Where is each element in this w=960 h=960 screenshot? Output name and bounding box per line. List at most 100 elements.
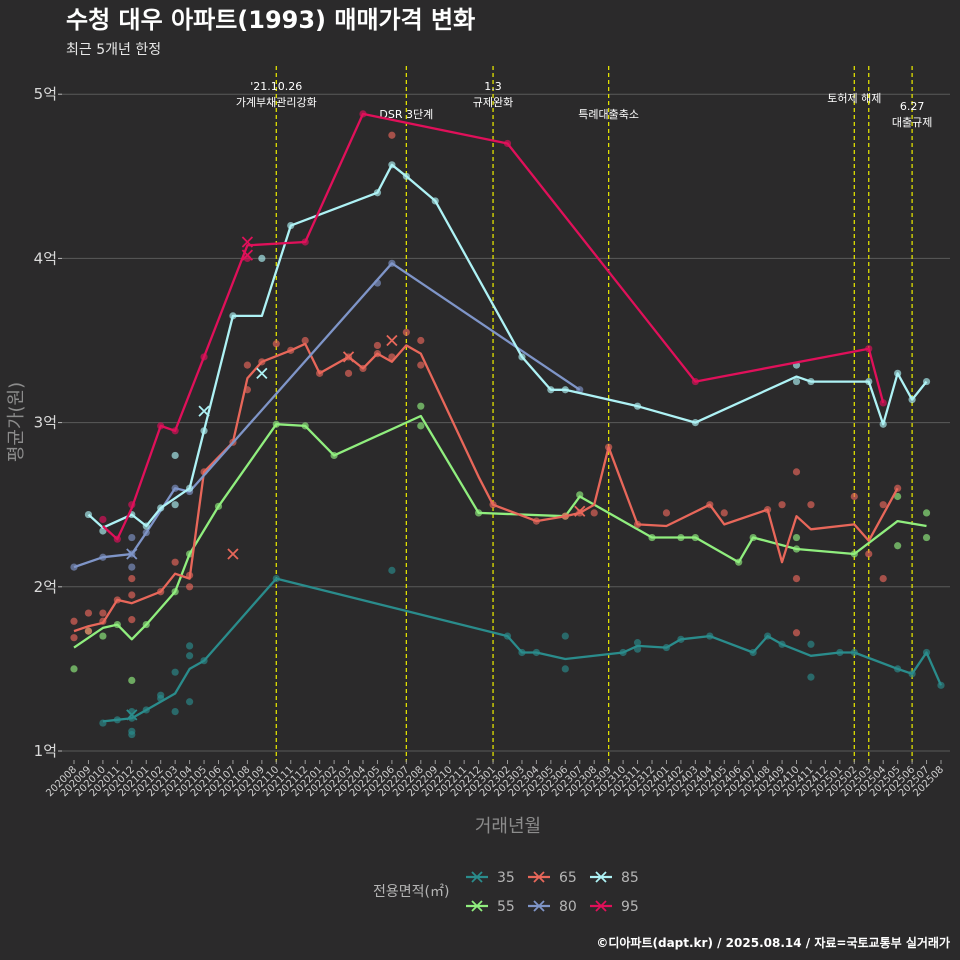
point-65-5 — [99, 609, 107, 617]
event-label-0-1: 가계부채관리강화 — [236, 96, 317, 109]
point-55-27 — [922, 533, 931, 542]
point-95-0 — [99, 515, 107, 524]
event-label-2-1: 규제완화 — [473, 96, 513, 109]
point-55-28 — [922, 509, 931, 517]
cross-marker-80-0 — [126, 548, 138, 560]
event-label-2-0: 1.3 — [484, 80, 502, 93]
point-35-32 — [807, 640, 815, 648]
chart-title: 수청 대우 아파트(1993) 매매가격 변화 — [66, 6, 475, 34]
series-line-65 — [73, 342, 899, 633]
point-35-16 — [388, 566, 396, 574]
cross-marker-95-1 — [241, 249, 254, 261]
x-axis: 2020082020092020102020112020122021012021… — [44, 760, 946, 799]
cross-marker-65-2 — [386, 334, 398, 347]
point-65-21 — [301, 336, 309, 345]
y-tick-label-1: 2억 — [34, 578, 57, 596]
x-axis-label: 거래년월 — [475, 816, 541, 837]
point-35-13 — [186, 642, 194, 650]
y-tick-label-2: 3억 — [34, 414, 57, 432]
legend-marker-85 — [595, 871, 607, 883]
point-55-26 — [894, 492, 902, 501]
legend-label-65: 65 — [559, 870, 577, 886]
point-55-4 — [128, 676, 136, 684]
point-65-3 — [84, 609, 93, 617]
point-55-25 — [894, 542, 902, 550]
point-65-8 — [128, 591, 136, 599]
point-65-32 — [417, 336, 425, 345]
point-35-3 — [128, 727, 136, 735]
point-65-9 — [128, 574, 136, 583]
grid-lines — [62, 93, 950, 752]
point-35-24 — [633, 639, 642, 647]
point-35-20 — [561, 665, 569, 673]
event-label-6-0: 6.27 — [900, 100, 925, 113]
point-65-2 — [84, 627, 93, 635]
legend: 전용면적(㎡) 35 55 65 80 85 95 — [373, 870, 639, 915]
point-65-51 — [879, 574, 887, 583]
legend-marker-65 — [533, 871, 545, 883]
legend-title: 전용면적(㎡) — [373, 884, 449, 900]
legend-label-55: 55 — [497, 899, 515, 915]
y-tick-label-4: 5억 — [34, 85, 57, 103]
point-35-31 — [807, 673, 815, 681]
series-95 — [99, 110, 887, 543]
cross-marker-65-1 — [342, 351, 355, 363]
legend-label-95: 95 — [621, 899, 639, 915]
point-85-6 — [171, 451, 179, 460]
point-80-4 — [128, 533, 136, 542]
legend-marker-80 — [533, 900, 545, 912]
point-65-45 — [792, 629, 801, 637]
chart-caption: ©디아파트(dapt.kr) / 2025.08.14 / 자료=국토교통부 실… — [596, 935, 950, 950]
point-65-29 — [388, 131, 396, 139]
cross-marker-65-0 — [227, 548, 239, 560]
point-65-46 — [792, 574, 801, 583]
event-label-1-0: DSR 3단계 — [379, 108, 433, 121]
y-axis: 1억 2억 3억 4억 5억 — [34, 85, 62, 760]
point-65-23 — [344, 369, 353, 377]
cross-marker-95-0 — [241, 236, 254, 248]
point-55-12 — [417, 422, 425, 430]
point-55-2 — [99, 632, 107, 640]
series-line-95 — [102, 112, 885, 541]
point-65-52 — [879, 501, 887, 509]
point-65-1 — [70, 617, 78, 625]
point-65-50 — [865, 550, 873, 558]
point-80-2 — [128, 563, 136, 571]
series-55 — [70, 402, 931, 684]
point-35-21 — [561, 632, 569, 640]
event-label-0-0: '21.10.26 — [250, 80, 302, 93]
cross-marker-85-1 — [256, 367, 268, 379]
series-85 — [84, 161, 931, 535]
y-axis-label: 평균가(원) — [6, 382, 27, 462]
event-label-4-0: 토허제 해제 — [827, 91, 881, 105]
point-85-10 — [258, 254, 266, 262]
point-55-0 — [70, 665, 78, 673]
cross-marker-85-0 — [198, 405, 210, 417]
event-label-6-1: 대출규제 — [892, 116, 932, 129]
point-65-44 — [778, 501, 786, 509]
y-tick-label-3: 4억 — [34, 249, 57, 267]
series-line-85 — [87, 163, 928, 529]
point-65-0 — [70, 634, 78, 642]
point-35-10 — [171, 668, 179, 676]
point-35-9 — [171, 707, 179, 716]
point-85-5 — [171, 501, 179, 509]
point-65-37 — [590, 509, 598, 517]
legend-label-35: 35 — [497, 870, 515, 886]
chart-subtitle: 최근 5개년 한정 — [66, 42, 161, 58]
point-85-21 — [792, 377, 801, 386]
point-65-42 — [720, 509, 728, 517]
legend-label-80: 80 — [559, 899, 577, 915]
legend-label-85: 85 — [621, 870, 639, 886]
point-65-40 — [662, 509, 671, 517]
series-65 — [70, 131, 902, 642]
point-65-11 — [171, 558, 179, 566]
point-65-17 — [243, 361, 251, 369]
point-35-8 — [157, 691, 165, 699]
point-35-11 — [186, 698, 194, 706]
point-55-13 — [417, 402, 425, 410]
y-tick-label-0: 1억 — [34, 742, 57, 760]
point-65-30 — [402, 328, 410, 336]
series-35 — [99, 566, 945, 739]
